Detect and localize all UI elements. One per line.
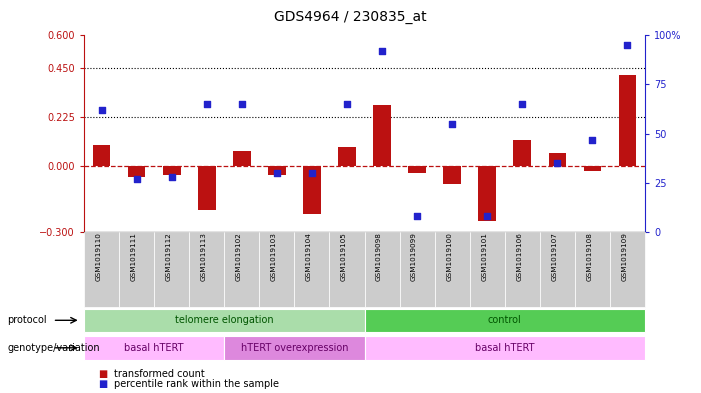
Text: GSM1019113: GSM1019113 bbox=[200, 232, 207, 281]
Text: ■: ■ bbox=[98, 379, 107, 389]
Bar bbox=[408, 166, 426, 173]
Bar bbox=[584, 166, 601, 171]
Point bbox=[96, 107, 107, 113]
Bar bbox=[198, 166, 216, 210]
Text: ■: ■ bbox=[98, 369, 107, 379]
Text: GSM1019103: GSM1019103 bbox=[271, 232, 277, 281]
Point bbox=[376, 48, 388, 54]
Bar bbox=[619, 75, 637, 166]
Bar bbox=[128, 166, 146, 177]
Bar bbox=[303, 166, 320, 215]
Text: GSM1019110: GSM1019110 bbox=[95, 232, 102, 281]
Point bbox=[131, 176, 142, 182]
Text: basal hTERT: basal hTERT bbox=[475, 343, 534, 353]
Text: percentile rank within the sample: percentile rank within the sample bbox=[114, 379, 278, 389]
Text: GSM1019099: GSM1019099 bbox=[411, 232, 417, 281]
Text: GDS4964 / 230835_at: GDS4964 / 230835_at bbox=[274, 10, 427, 24]
Text: GSM1019098: GSM1019098 bbox=[376, 232, 382, 281]
Point bbox=[482, 213, 493, 219]
Bar bbox=[93, 145, 111, 166]
Point bbox=[517, 101, 528, 107]
Point bbox=[341, 101, 353, 107]
Bar bbox=[163, 166, 181, 175]
Bar bbox=[478, 166, 496, 221]
Bar bbox=[233, 151, 251, 166]
Text: GSM1019112: GSM1019112 bbox=[165, 232, 172, 281]
Text: control: control bbox=[488, 315, 522, 325]
Bar bbox=[549, 153, 566, 166]
Text: GSM1019105: GSM1019105 bbox=[341, 232, 347, 281]
Text: hTERT overexpression: hTERT overexpression bbox=[240, 343, 348, 353]
Point bbox=[447, 121, 458, 127]
Point bbox=[306, 170, 318, 176]
Text: telomere elongation: telomere elongation bbox=[175, 315, 273, 325]
Point bbox=[587, 136, 598, 143]
Text: GSM1019104: GSM1019104 bbox=[306, 232, 312, 281]
Text: GSM1019108: GSM1019108 bbox=[586, 232, 592, 281]
Text: GSM1019107: GSM1019107 bbox=[551, 232, 557, 281]
Point bbox=[622, 42, 633, 48]
Point bbox=[411, 213, 423, 219]
Point bbox=[271, 170, 283, 176]
Bar bbox=[339, 147, 355, 166]
Bar bbox=[444, 166, 461, 184]
Text: GSM1019109: GSM1019109 bbox=[621, 232, 627, 281]
Point bbox=[236, 101, 247, 107]
Bar bbox=[514, 140, 531, 166]
Bar bbox=[268, 166, 286, 175]
Text: transformed count: transformed count bbox=[114, 369, 204, 379]
Text: basal hTERT: basal hTERT bbox=[125, 343, 184, 353]
Text: genotype/variation: genotype/variation bbox=[7, 343, 100, 353]
Text: GSM1019100: GSM1019100 bbox=[446, 232, 452, 281]
Bar bbox=[374, 105, 391, 166]
Text: protocol: protocol bbox=[7, 315, 47, 325]
Text: GSM1019111: GSM1019111 bbox=[130, 232, 137, 281]
Text: GSM1019101: GSM1019101 bbox=[481, 232, 487, 281]
Text: GSM1019102: GSM1019102 bbox=[236, 232, 242, 281]
Point bbox=[552, 160, 563, 166]
Point bbox=[166, 174, 177, 180]
Text: GSM1019106: GSM1019106 bbox=[516, 232, 522, 281]
Point bbox=[201, 101, 212, 107]
